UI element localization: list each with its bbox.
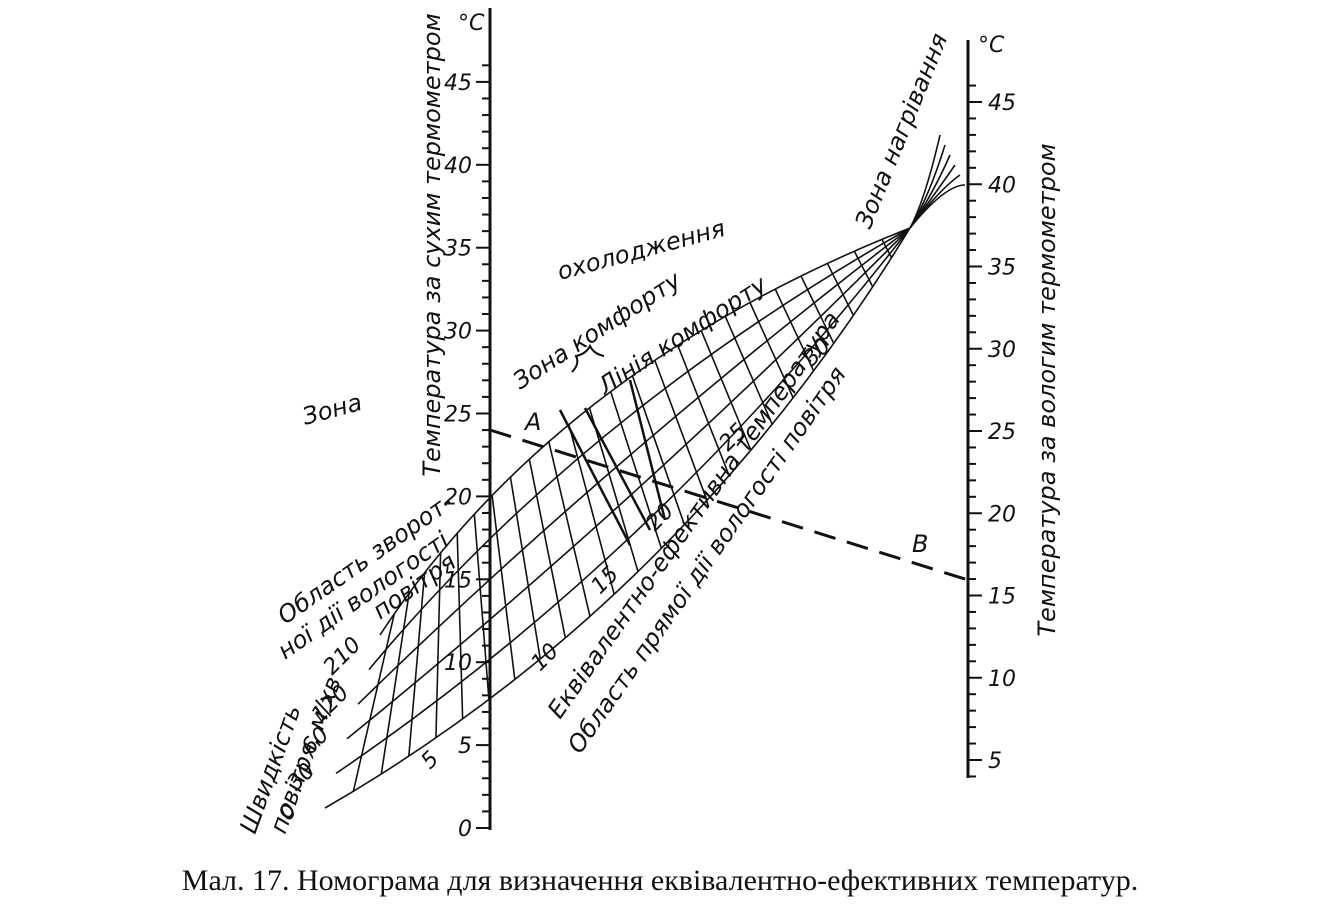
right-tick-label: 40 [988, 173, 1016, 198]
zone-word: Зона [299, 388, 365, 431]
left-axis-title: Температура за сухим термометром [418, 13, 446, 476]
dashed-line [489, 428, 969, 582]
et-line [548, 441, 591, 617]
et-line [826, 263, 855, 316]
speed-curve [324, 227, 911, 809]
heating-label: Зона нагрівання [850, 29, 954, 232]
et-line [654, 360, 708, 501]
et-line [491, 495, 516, 680]
right-axis-title: Температура за вологим термометром [1033, 143, 1061, 636]
brace [571, 343, 605, 373]
et-line [408, 572, 426, 757]
speed-curve [335, 227, 911, 775]
left-tick-label: 10 [444, 651, 472, 676]
speed-curve [379, 227, 911, 636]
et-line [435, 552, 442, 738]
fan-line [909, 184, 966, 229]
right-tick-label: 30 [988, 338, 1016, 363]
et-line [509, 476, 542, 660]
right-tick-label: 5 [988, 749, 1002, 774]
et-line [631, 375, 686, 525]
mesh [324, 134, 966, 809]
et-label: 5 [417, 747, 445, 775]
et-line [749, 302, 794, 399]
et-line [676, 344, 730, 476]
left-tick-label: 20 [444, 485, 472, 510]
et-line [609, 391, 663, 549]
et-line [700, 330, 752, 451]
left-tick-label: 40 [444, 154, 472, 179]
speed-curve [357, 227, 911, 705]
left-tick-label: 35 [444, 237, 472, 262]
right-tick-label: 20 [988, 502, 1016, 527]
et-line [853, 250, 874, 288]
left-tick-label: 5 [458, 734, 472, 759]
point-b: B [912, 530, 928, 558]
et-line [473, 514, 490, 700]
cooling-label: охолодження [554, 214, 728, 286]
et-line [456, 533, 464, 719]
point-a: A [523, 408, 541, 436]
left-unit: °C [458, 11, 485, 36]
et-line [380, 592, 410, 775]
et-line [774, 288, 815, 372]
left-tick-label: 45 [444, 71, 472, 96]
caption: Мал. 17. Номограма для визначення еквіва… [182, 864, 1138, 897]
et-title: Еквівалентно-ефективна температура [542, 306, 846, 723]
left-tick-label: 25 [444, 403, 472, 428]
right-tick-label: 35 [988, 256, 1016, 281]
right-tick-label: 45 [988, 91, 1016, 116]
et-line [800, 275, 835, 344]
et-label: 15 [587, 562, 624, 599]
left-tick-label: 30 [444, 320, 472, 345]
right-tick-label: 15 [988, 585, 1016, 610]
right-tick-label: 10 [988, 667, 1016, 692]
right-tick-label: 25 [988, 420, 1016, 445]
speed-label: 210 [319, 633, 366, 680]
fan-line [909, 134, 941, 229]
et-line [352, 613, 396, 792]
right-unit: °C [978, 33, 1005, 58]
et-line [881, 239, 893, 259]
left-tick-label: 0 [458, 817, 472, 842]
speed-curve [368, 227, 911, 671]
comfort-lines [558, 379, 667, 546]
et-line [528, 459, 567, 639]
et-line [724, 316, 773, 425]
left-tick-label: 15 [444, 568, 472, 593]
et-line [568, 424, 615, 595]
speed-curve [346, 227, 911, 740]
